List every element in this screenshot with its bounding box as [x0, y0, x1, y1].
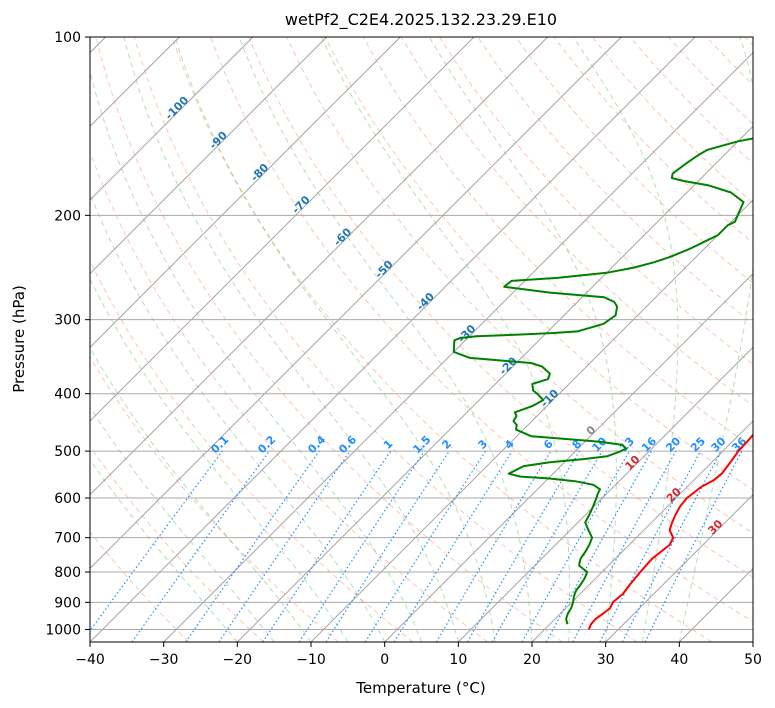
dry-adiabat — [90, 150, 488, 642]
mixing-ratio-line — [298, 450, 425, 642]
isotherm-line — [90, 37, 254, 201]
dewpoint-trace — [452, 137, 753, 625]
y-tick-label: 200 — [54, 208, 81, 224]
dry-adiabat — [248, 37, 753, 578]
moist-adiabat — [428, 37, 617, 642]
dry-adiabat — [438, 37, 753, 366]
x-tick-label: −40 — [75, 652, 105, 668]
plot-background — [90, 37, 753, 642]
moist-adiabat — [123, 37, 459, 642]
isotherm-line — [90, 37, 327, 275]
x-axis: −40 −30 −20 −10 0 10 20 30 40 50 — [75, 642, 762, 668]
isotherm-line — [310, 199, 753, 642]
moist-adiabat — [572, 37, 679, 642]
y-tick-label: 900 — [54, 595, 81, 611]
y-tick-label: 500 — [54, 444, 81, 460]
mixing-ratio-line — [90, 450, 223, 632]
mixing-ratio-line — [218, 450, 351, 642]
isotherm-line — [237, 125, 753, 642]
x-tick-label: 50 — [744, 652, 762, 668]
dry-adiabat — [515, 37, 753, 284]
y-tick-label: 800 — [54, 565, 81, 581]
dry-adiabat — [171, 37, 712, 642]
temperature-trace — [587, 433, 753, 630]
x-tick-label: −10 — [296, 652, 326, 668]
isotherm-line — [531, 420, 753, 642]
dry-adiabat — [133, 37, 638, 642]
y-axis: 100 200 300 400 500 600 700 800 900 1000 — [45, 30, 90, 638]
mixing-ratio-line — [521, 450, 631, 642]
isotherm-line — [90, 37, 548, 496]
x-tick-label: 20 — [523, 652, 541, 668]
moist-adiabat — [90, 406, 275, 642]
y-tick-label: 600 — [54, 491, 81, 507]
dry-adiabat — [90, 531, 190, 642]
mixing-ratio-line — [325, 450, 450, 642]
background-lines — [90, 37, 753, 642]
x-tick-label: 40 — [670, 652, 688, 668]
x-tick-label: −30 — [149, 652, 179, 668]
y-axis-label: Pressure (hPa) — [10, 285, 28, 393]
dry-adiabat — [210, 37, 753, 623]
moist-adiabat — [90, 347, 312, 642]
isotherm-line — [458, 346, 753, 642]
chart-title: wetPf2_C2E4.2025.132.23.29.E10 — [285, 10, 557, 30]
y-tick-label: 400 — [54, 387, 81, 403]
mixing-ratio-line — [262, 450, 392, 642]
dry-adiabat — [400, 37, 753, 407]
isotherm-line — [752, 641, 753, 642]
isotherm-line — [605, 494, 753, 642]
isotherm-line — [163, 52, 753, 642]
moist-adiabat — [90, 278, 349, 642]
mixing-ratio-line — [545, 450, 653, 642]
moist-adiabat — [90, 192, 386, 642]
y-tick-label: 700 — [54, 531, 81, 547]
moist-adiabat — [238, 37, 533, 642]
y-tick-label: 100 — [54, 30, 81, 46]
moist-adiabat — [320, 37, 571, 642]
dry-adiabat — [90, 445, 264, 642]
mixing-ratio-line — [572, 450, 677, 642]
moist-adiabat — [90, 459, 238, 642]
mixing-ratio-line — [644, 450, 743, 642]
plot-frame — [89, 36, 754, 643]
profile-traces — [452, 137, 753, 630]
mixing-ratio-line — [185, 450, 320, 642]
x-tick-label: 0 — [380, 652, 389, 668]
x-axis-label: Temperature (°C) — [355, 679, 485, 697]
isotherm-line — [90, 37, 475, 422]
isotherm-line — [90, 37, 622, 569]
dry-adiabat — [95, 37, 563, 642]
moist-adiabat — [90, 70, 422, 642]
y-tick-label: 1000 — [45, 622, 81, 638]
isotherm-line — [90, 37, 696, 642]
moist-adiabat — [174, 37, 496, 642]
dry-adiabat — [90, 356, 339, 642]
x-tick-label: 30 — [597, 652, 615, 668]
x-tick-label: −20 — [223, 652, 253, 668]
mixing-ratio-line — [131, 450, 270, 642]
x-tick-label: 10 — [449, 652, 467, 668]
isotherm-line — [90, 37, 401, 348]
isotherm-line — [384, 273, 753, 642]
mixing-ratio-line — [393, 450, 513, 642]
y-tick-label: 300 — [54, 313, 81, 329]
